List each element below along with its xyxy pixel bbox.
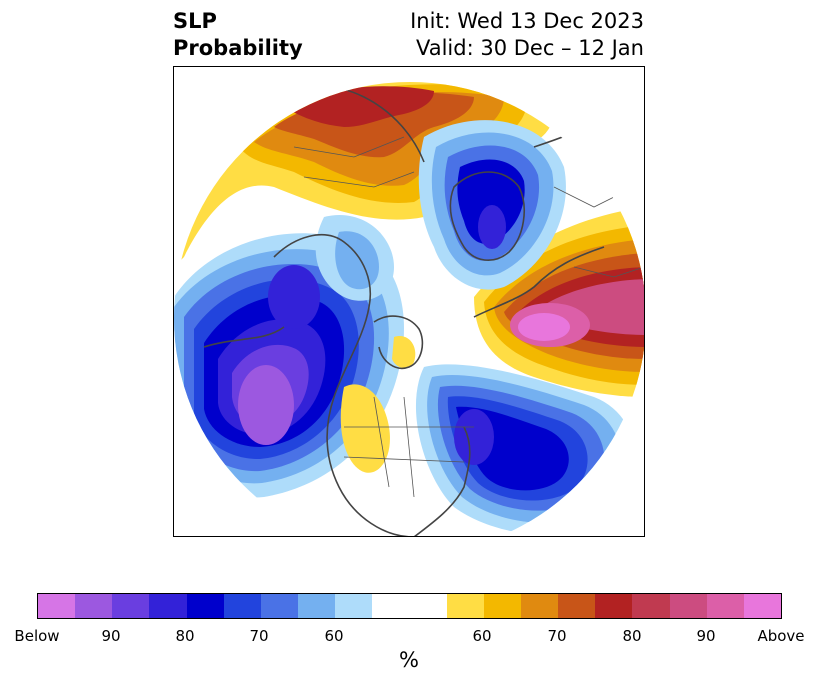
polar-map	[173, 66, 645, 537]
colorbar-segment	[260, 594, 299, 618]
colorbar-segment	[558, 594, 596, 618]
colorbar-segment	[112, 594, 150, 618]
title-right: Init: Wed 13 Dec 2023 Valid: 30 Dec – 12…	[410, 8, 644, 62]
colorbar-segment	[669, 594, 707, 618]
colorbar-tick-label: 70	[249, 627, 269, 645]
colorbar-segment	[335, 594, 373, 618]
colorbar-segment	[483, 594, 522, 618]
colorbar-tick-label: 80	[622, 627, 642, 645]
colorbar-unit-label: %	[399, 648, 419, 672]
title-left: SLP Probability	[173, 8, 303, 62]
init-date: Init: Wed 13 Dec 2023	[410, 9, 644, 33]
title-variable: SLP	[173, 9, 217, 33]
colorbar-tick-label: 80	[175, 627, 195, 645]
colorbar-segment	[298, 594, 336, 618]
title-product: Probability	[173, 36, 303, 60]
colorbar-segment	[372, 594, 447, 618]
colorbar-tick-label: Below	[14, 627, 60, 645]
valid-range: Valid: 30 Dec – 12 Jan	[415, 36, 644, 60]
colorbar-segment	[743, 594, 782, 618]
colorbar-segment	[632, 594, 670, 618]
colorbar-tick-label: 90	[696, 627, 716, 645]
above-region-namerica	[340, 336, 416, 473]
colorbar-segment	[595, 594, 633, 618]
colorbar-segment	[75, 594, 113, 618]
colorbar-segment	[223, 594, 261, 618]
colorbar-tick-label: 60	[472, 627, 492, 645]
borders	[293, 136, 644, 498]
colorbar-segment	[149, 594, 187, 618]
polar-map-svg	[174, 82, 644, 536]
colorbar-segment	[521, 594, 559, 618]
colorbar-tick-label: 60	[324, 627, 344, 645]
colorbar-segment	[706, 594, 744, 618]
colorbar-tick-label: 70	[547, 627, 567, 645]
colorbar-segment	[186, 594, 224, 618]
colorbar-segment	[446, 594, 484, 618]
colorbar	[37, 593, 782, 619]
colorbar-segment	[38, 594, 76, 618]
colorbar-tick-label: 90	[101, 627, 121, 645]
below-region-arctic	[418, 120, 566, 290]
colorbar-tick-label: Above	[757, 627, 805, 645]
below-region-pacific	[174, 233, 404, 498]
